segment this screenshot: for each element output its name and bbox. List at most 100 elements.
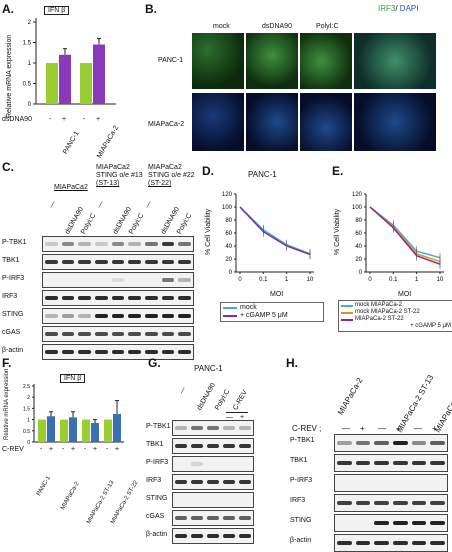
blot-band xyxy=(393,441,408,445)
micrograph-panc1-mock xyxy=(192,33,244,89)
blot-strip xyxy=(334,474,448,492)
series-line xyxy=(369,206,441,259)
blot-row-label: TBK1 xyxy=(2,257,20,264)
blot-band xyxy=(128,314,141,318)
blot-band xyxy=(355,441,371,445)
bar xyxy=(80,63,92,104)
y-tick-label: 80 xyxy=(225,218,232,224)
panel-a-group-panc1: PANC-1 xyxy=(62,130,81,156)
panel-b-row-miapaca2: MIAPaCa-2 xyxy=(148,121,185,128)
y-tick-label: 40 xyxy=(225,244,232,250)
y-tick-label: 60 xyxy=(355,231,362,237)
blot-band xyxy=(239,426,251,430)
blot-band xyxy=(223,534,235,538)
legend-text: MIAPaCa-2 ST-22 xyxy=(355,316,404,322)
panel-h-label: H. xyxy=(286,356,298,370)
y-tick-label: 0 xyxy=(28,102,32,108)
blot-band xyxy=(207,444,219,448)
crev-sign: + xyxy=(360,424,365,433)
blot-band xyxy=(61,260,75,264)
blot-band xyxy=(374,541,389,545)
panel-f-group-st22: MIAPaCa-2 ST-22 xyxy=(110,479,140,525)
bar xyxy=(47,416,55,442)
blot-strip xyxy=(334,434,448,452)
lane-label: PolyI:C xyxy=(80,212,98,236)
blot-strip xyxy=(334,514,448,532)
micrograph-miapaca2-merge xyxy=(354,93,436,151)
treat-sign: + xyxy=(96,116,101,123)
panel-d-xlabel: MOI xyxy=(270,291,284,298)
blot-band xyxy=(111,296,125,300)
legend-item-cgamp: + cGAMP 5 μM xyxy=(223,312,321,320)
blot-band xyxy=(191,426,203,430)
blot-band xyxy=(223,480,235,484)
blot-band xyxy=(411,441,427,445)
panel-h-col-2: MIAPaCa-2 ST-13 xyxy=(374,336,435,434)
crev-sign: — xyxy=(378,424,386,433)
blot-band xyxy=(374,461,389,465)
micrograph-panc1-polyic xyxy=(300,33,352,89)
blot-band xyxy=(178,242,191,246)
blot-band xyxy=(430,541,445,545)
series-line xyxy=(239,206,311,256)
panel-b-stain-legend: IRF3/ DAPI xyxy=(378,4,418,13)
blot-strip xyxy=(42,308,194,324)
panel-c-label: C. xyxy=(2,160,14,174)
blot-band xyxy=(175,480,187,484)
blot-band xyxy=(61,242,75,246)
x-tick-label: 1 xyxy=(415,277,419,283)
blot-band xyxy=(128,350,141,354)
series-line xyxy=(239,206,311,255)
panel-c-group2-line1: MIAPaCa2 xyxy=(96,164,130,171)
blot-row-label: P-TBK1 xyxy=(290,437,315,444)
x-tick-label: 0 xyxy=(238,277,242,283)
blot-strip xyxy=(172,528,254,544)
blot-band xyxy=(161,278,175,282)
blot-band xyxy=(239,516,251,520)
panel-g-crev-line xyxy=(226,412,248,413)
blot-band xyxy=(355,541,371,545)
blot-strip xyxy=(172,474,254,490)
blot-band xyxy=(161,260,175,264)
blot-band xyxy=(45,242,58,246)
panel-a-chart: 0 0.5 1 1.5 2 xyxy=(23,18,116,108)
treat-sign: - xyxy=(84,446,87,453)
blot-band xyxy=(95,332,108,336)
blot-band xyxy=(45,350,58,354)
treat-sign: - xyxy=(83,116,86,123)
blot-band xyxy=(239,444,251,448)
micrograph-miapaca2-mock xyxy=(192,93,244,151)
blot-strip xyxy=(334,454,448,472)
blot-strip xyxy=(42,236,194,252)
blot-band xyxy=(61,314,75,318)
legend-swatch xyxy=(341,311,353,314)
panel-g-crev-plus: + xyxy=(240,414,245,421)
bar xyxy=(104,419,112,442)
blot-band xyxy=(45,332,58,336)
blot-band xyxy=(191,516,203,520)
y-tick-label: 2 xyxy=(28,20,32,26)
panel-a-treat-label: dsDNA90 xyxy=(2,116,32,123)
blot-band xyxy=(111,314,125,318)
blot-band xyxy=(95,260,108,264)
legend-text: + cGAMP 5 μM xyxy=(240,312,288,319)
legend-item-mock: mock xyxy=(223,304,321,312)
panel-f-ylabel: Relative mRNA expression xyxy=(4,368,10,440)
micrograph-panc1-dsdna90 xyxy=(246,33,298,89)
blot-band xyxy=(393,541,408,545)
panel-b-col-dsdna90: dsDNA90 xyxy=(262,23,292,30)
blot-band xyxy=(178,350,191,354)
blot-band xyxy=(337,541,352,545)
blot-band xyxy=(175,516,187,520)
blot-band xyxy=(61,296,75,300)
treat-sign: + xyxy=(93,446,98,453)
blot-row-label: β-actin xyxy=(2,347,24,354)
panel-g-title: PANC-1 xyxy=(194,364,223,373)
blot-strip xyxy=(172,510,254,526)
irf3-stain-label: IRF3 xyxy=(378,4,396,13)
blot-band xyxy=(411,541,427,545)
blot-band xyxy=(145,296,158,300)
crev-sign: — xyxy=(342,424,350,433)
panel-c-group2: MIAPaCa2 STING o/e #13 (ST-13) xyxy=(96,164,143,188)
blot-band xyxy=(337,441,352,445)
